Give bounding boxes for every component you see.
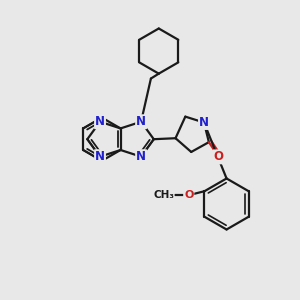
Text: CH₃: CH₃: [153, 190, 174, 200]
Text: O: O: [184, 190, 194, 200]
Text: N: N: [136, 150, 146, 163]
Text: N: N: [199, 116, 209, 129]
Text: N: N: [136, 115, 146, 128]
Text: O: O: [214, 150, 224, 164]
Text: N: N: [95, 115, 105, 128]
Text: N: N: [95, 150, 105, 163]
